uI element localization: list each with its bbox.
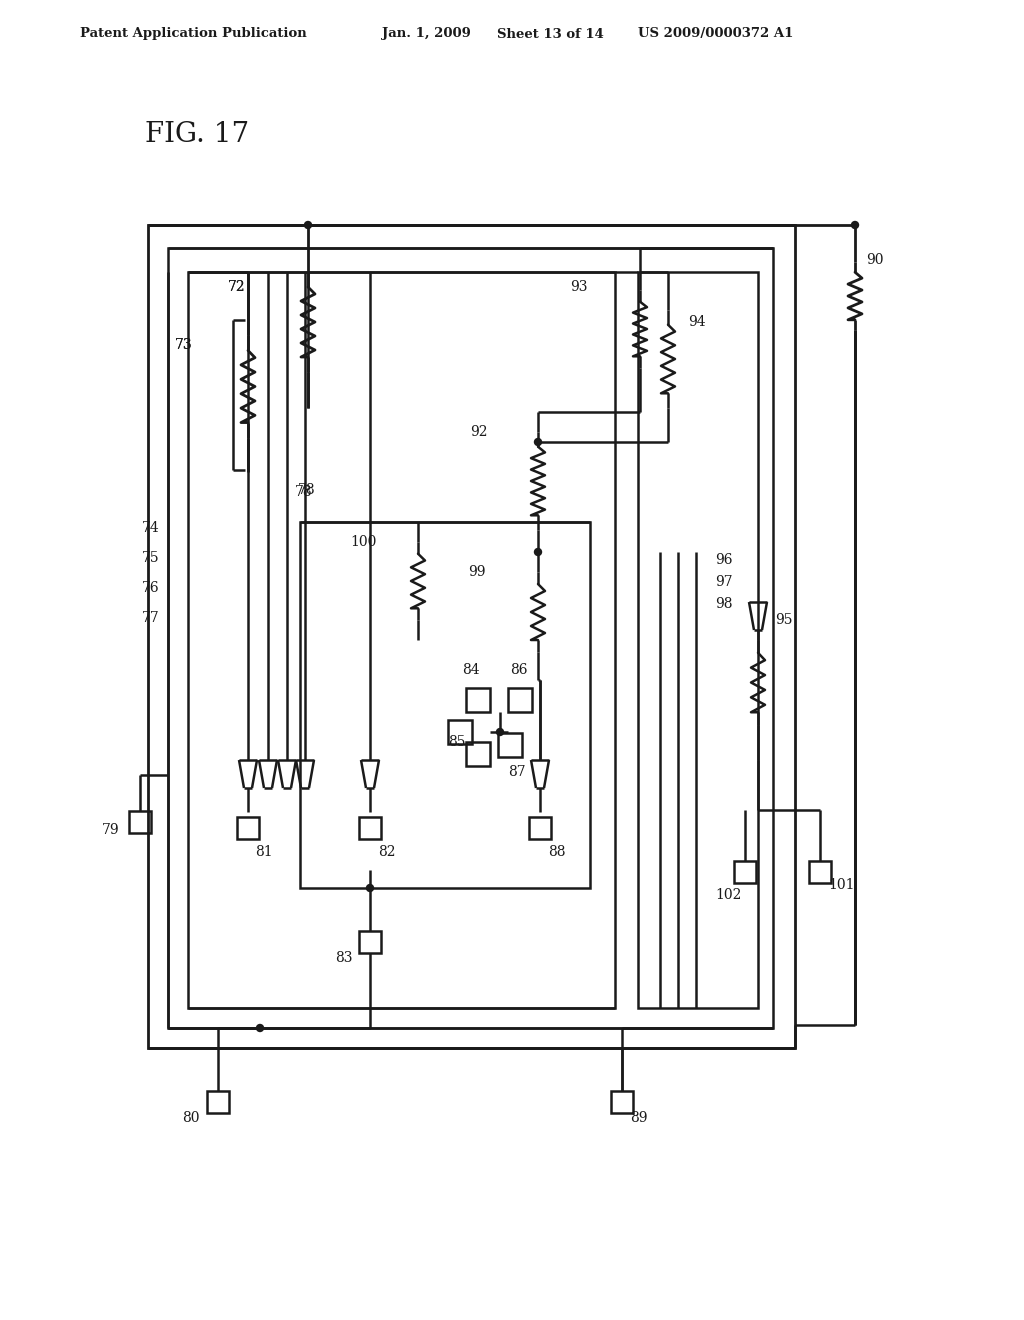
Circle shape: [535, 549, 542, 556]
Text: 100: 100: [350, 535, 377, 549]
Bar: [449, 719, 472, 744]
Text: US 2009/0000372 A1: US 2009/0000372 A1: [638, 28, 794, 41]
Bar: [734, 861, 756, 883]
Circle shape: [367, 884, 374, 891]
Text: 72: 72: [228, 280, 246, 294]
Text: 79: 79: [102, 822, 120, 837]
Circle shape: [497, 729, 504, 735]
Text: 76: 76: [142, 581, 160, 595]
Text: 84: 84: [462, 663, 479, 677]
Bar: [508, 688, 532, 711]
Bar: [207, 1092, 229, 1113]
Circle shape: [304, 222, 311, 228]
Bar: [148, 224, 795, 1048]
Text: 95: 95: [775, 612, 793, 627]
Text: 96: 96: [715, 553, 732, 568]
Text: Patent Application Publication: Patent Application Publication: [80, 28, 307, 41]
Text: 82: 82: [378, 845, 395, 859]
Text: 92: 92: [470, 425, 487, 440]
Text: 97: 97: [715, 576, 732, 589]
Text: 81: 81: [255, 845, 272, 859]
Text: 74: 74: [142, 521, 160, 535]
Bar: [466, 742, 490, 766]
Text: 87: 87: [508, 766, 525, 779]
Text: 73: 73: [175, 338, 193, 352]
Text: 102: 102: [715, 888, 741, 902]
Bar: [168, 248, 773, 1028]
Text: FIG. 17: FIG. 17: [145, 121, 249, 149]
Text: 83: 83: [335, 950, 352, 965]
Bar: [529, 817, 551, 840]
Bar: [129, 810, 151, 833]
Bar: [300, 521, 590, 888]
Text: 75: 75: [142, 550, 160, 565]
Text: Jan. 1, 2009: Jan. 1, 2009: [382, 28, 471, 41]
Bar: [638, 272, 758, 1008]
Bar: [359, 817, 381, 840]
Bar: [466, 688, 490, 711]
Text: 101: 101: [828, 878, 854, 892]
Text: 98: 98: [715, 597, 732, 611]
Bar: [809, 861, 831, 883]
Text: 86: 86: [510, 663, 527, 677]
Text: 77: 77: [142, 611, 160, 624]
Text: 89: 89: [630, 1111, 647, 1125]
Text: 93: 93: [570, 280, 588, 294]
Circle shape: [256, 1024, 263, 1031]
Bar: [237, 817, 259, 840]
Bar: [188, 272, 615, 1008]
Bar: [359, 931, 381, 953]
Text: 73: 73: [175, 338, 193, 352]
Text: 85: 85: [449, 735, 466, 748]
Text: 90: 90: [866, 253, 884, 267]
Text: 78: 78: [298, 483, 315, 498]
Text: 99: 99: [468, 565, 485, 579]
Text: 94: 94: [688, 315, 706, 329]
Text: 80: 80: [182, 1111, 200, 1125]
Bar: [498, 733, 522, 756]
Text: 72: 72: [228, 280, 246, 294]
Circle shape: [852, 222, 858, 228]
Text: Sheet 13 of 14: Sheet 13 of 14: [497, 28, 604, 41]
Text: 88: 88: [548, 845, 565, 859]
Text: 78: 78: [295, 484, 312, 499]
Circle shape: [535, 438, 542, 446]
Bar: [611, 1092, 633, 1113]
